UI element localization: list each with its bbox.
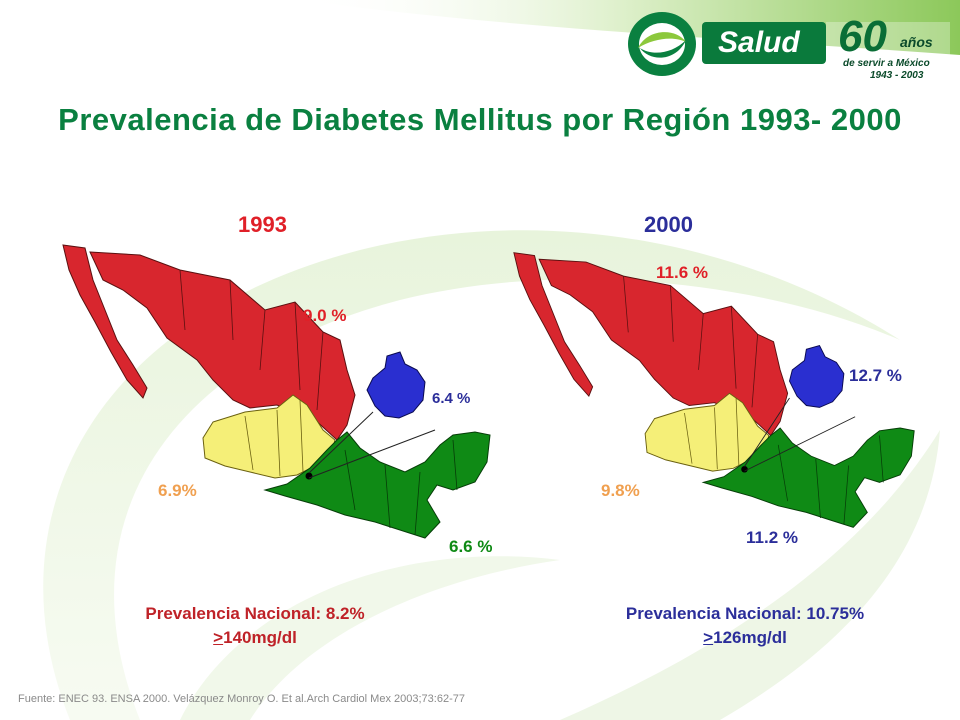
- logo-brand-text: Salud: [718, 26, 800, 59]
- right-year-label: 2000: [644, 212, 693, 237]
- left-df-value: 6.4 %: [432, 390, 471, 407]
- right-national-prevalence: Prevalencia Nacional: 10.75% >126mg/dl: [560, 602, 930, 650]
- left-north-region: [89, 251, 356, 441]
- left-north-value: 9.0 %: [303, 306, 347, 325]
- right-df-region: [789, 344, 845, 408]
- left-national-symbol: >: [213, 628, 224, 647]
- salud-logo: [628, 12, 950, 76]
- left-south-region: [263, 431, 491, 539]
- logo-anniversary-number: 60: [838, 12, 887, 61]
- logo-tagline: de servir a México: [843, 58, 930, 69]
- right-south-region: [701, 427, 915, 528]
- logo-anniversary-word: años: [900, 34, 933, 50]
- left-national-threshold: >140mg/dl: [90, 626, 420, 650]
- left-df-region: [366, 351, 426, 419]
- right-north-region: [538, 258, 789, 437]
- right-north-value: 11.6 %: [656, 263, 708, 282]
- logo-years: 1943 - 2003: [870, 70, 924, 81]
- left-year-label: 1993: [238, 212, 287, 237]
- right-center-value: 9.8%: [601, 481, 640, 500]
- right-national-symbol: >: [703, 628, 714, 647]
- left-national-prevalence: Prevalencia Nacional: 8.2% >140mg/dl: [90, 602, 420, 650]
- right-south-value: 11.2 %: [746, 528, 798, 547]
- right-baja-california-region: [513, 252, 594, 398]
- right-df-value: 12.7 %: [849, 366, 902, 385]
- source-citation: Fuente: ENEC 93. ENSA 2000. Velázquez Mo…: [18, 693, 465, 705]
- left-south-value: 6.6 %: [449, 537, 493, 556]
- page-title: Prevalencia de Diabetes Mellitus por Reg…: [58, 102, 902, 137]
- left-national-unit: 140mg/dl: [223, 628, 297, 647]
- left-baja-california-region: [62, 244, 148, 399]
- left-center-value: 6.9%: [158, 481, 197, 500]
- left-mexico-map: [62, 244, 491, 539]
- right-national-unit: 126mg/dl: [713, 628, 787, 647]
- left-national-title: Prevalencia Nacional: 8.2%: [145, 604, 365, 623]
- right-national-threshold: >126mg/dl: [560, 626, 930, 650]
- right-mexico-map: [513, 252, 915, 528]
- right-national-title: Prevalencia Nacional: 10.75%: [625, 604, 865, 623]
